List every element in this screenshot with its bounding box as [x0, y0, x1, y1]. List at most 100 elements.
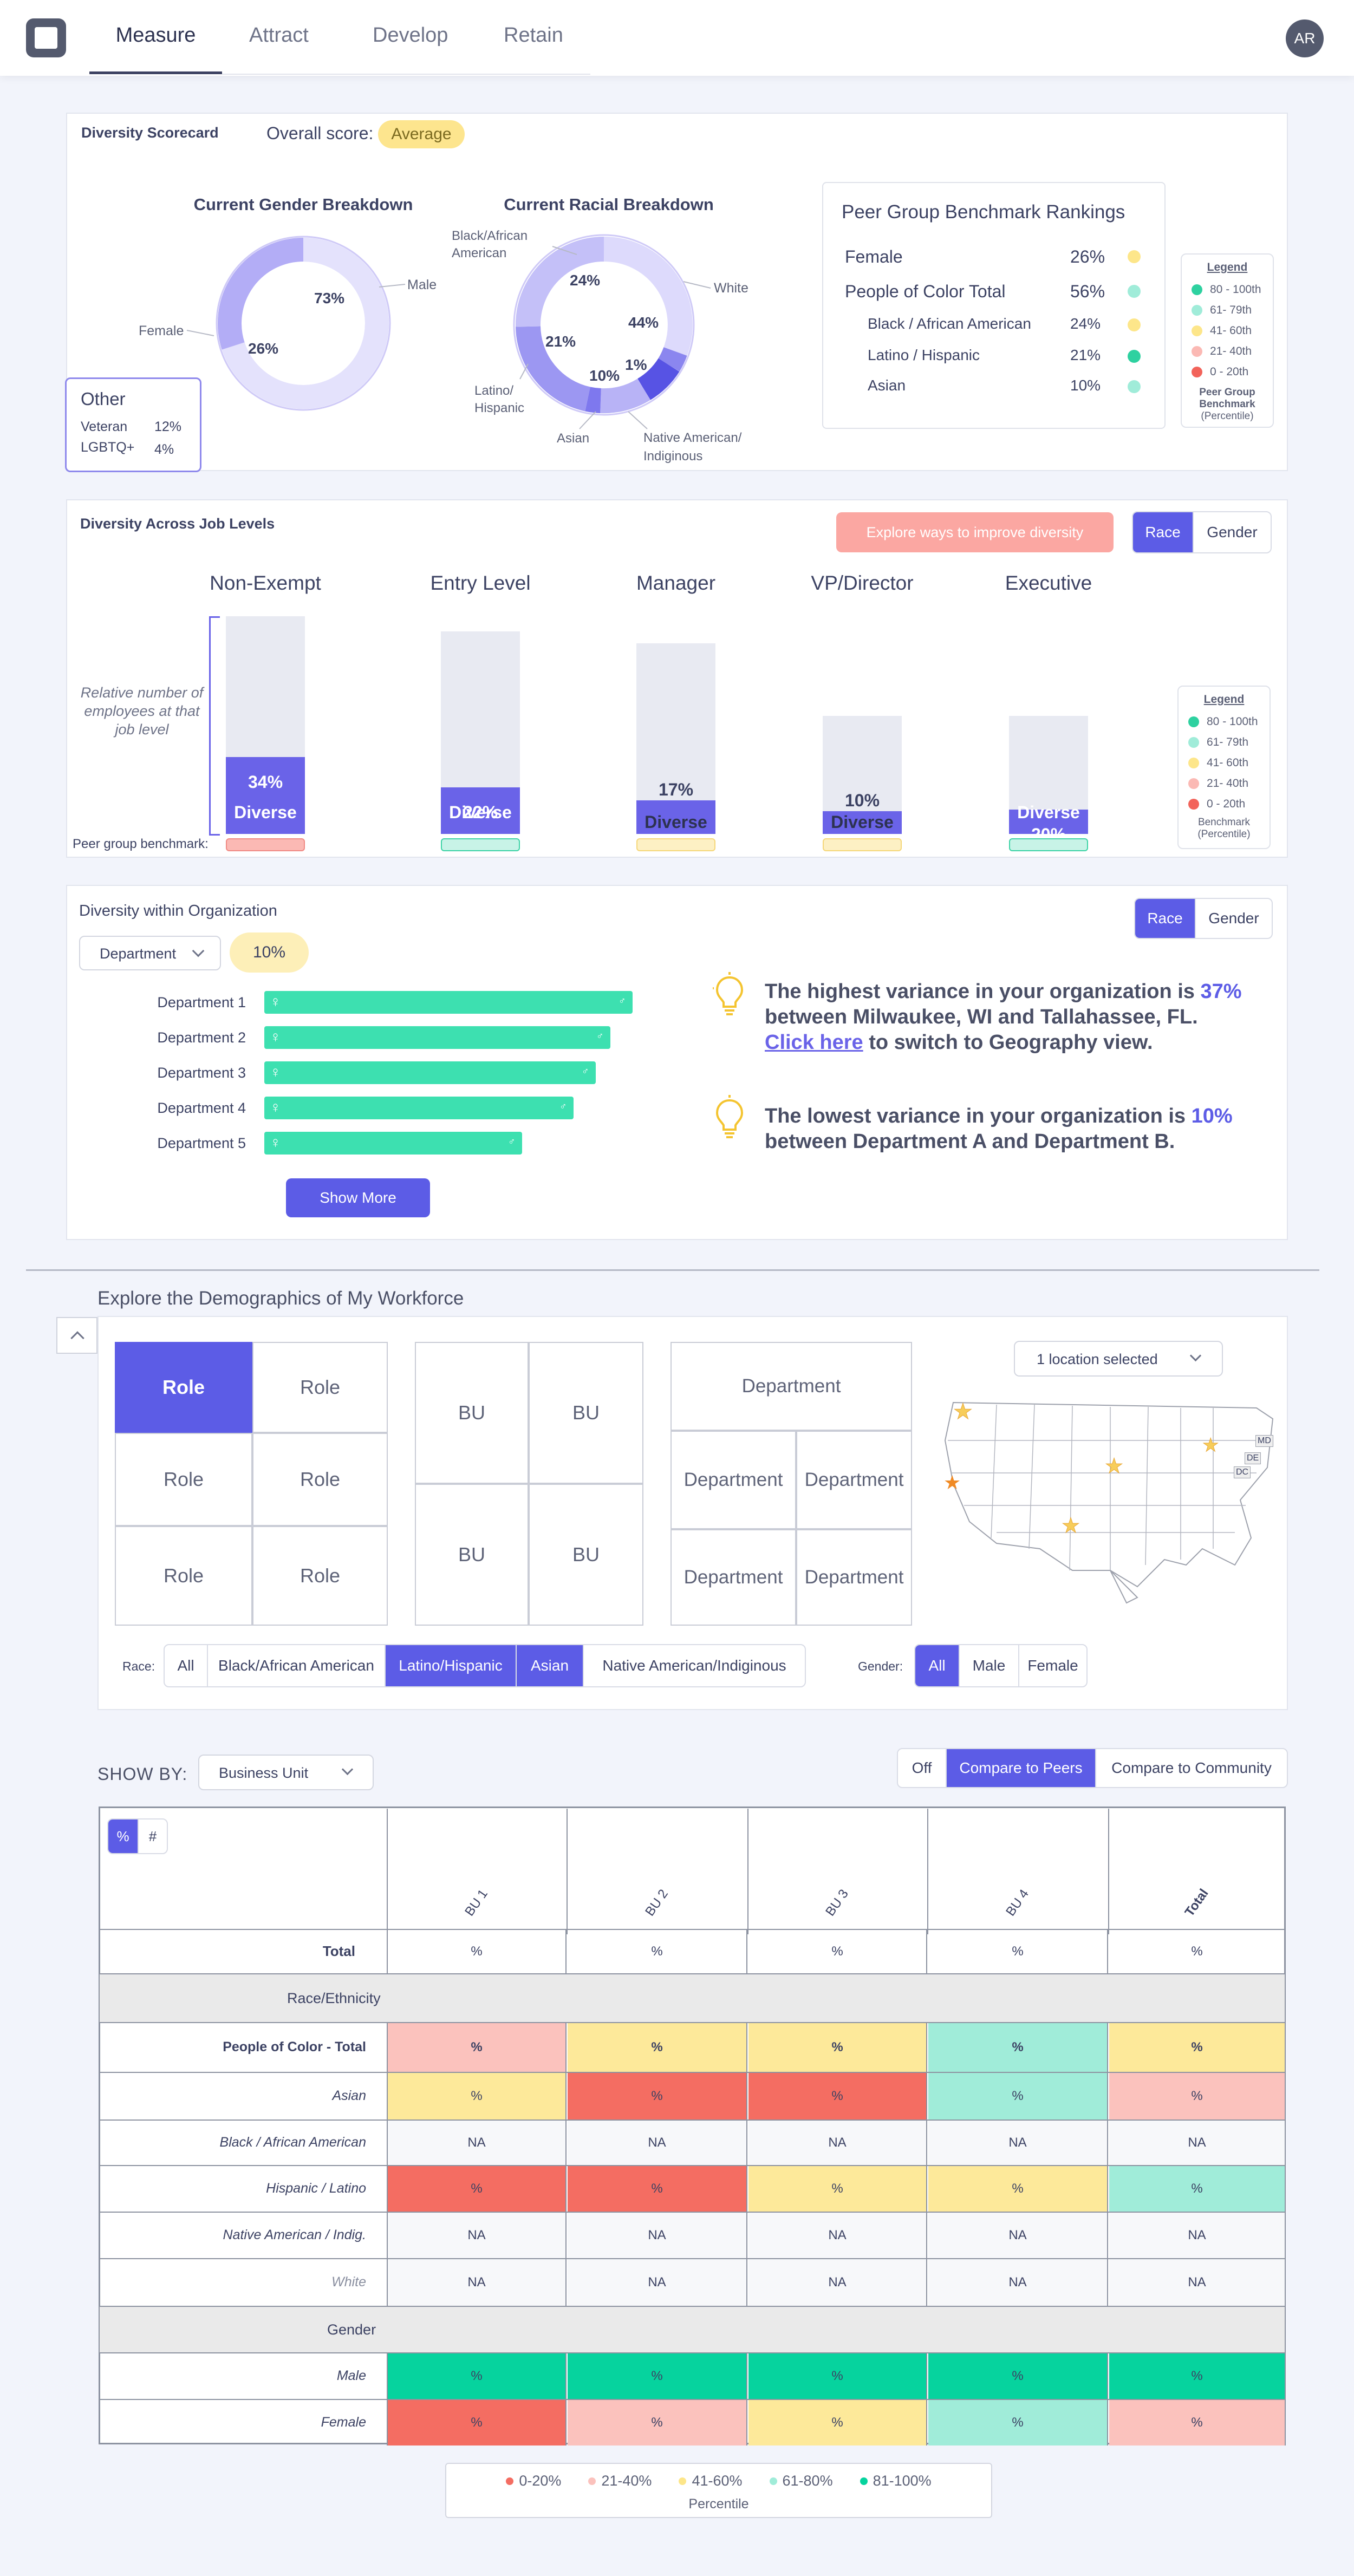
- table-cell[interactable]: NA: [388, 2121, 567, 2165]
- geography-view-link[interactable]: Click here: [765, 1031, 863, 1054]
- department-tile[interactable]: Department: [671, 1342, 912, 1431]
- table-cell[interactable]: %: [568, 2400, 747, 2445]
- table-cell[interactable]: %: [568, 2166, 747, 2212]
- gender-filter-button[interactable]: Male: [960, 1645, 1019, 1686]
- race-filter-button[interactable]: Asian: [517, 1645, 584, 1686]
- table-cell[interactable]: %: [928, 1930, 1108, 1973]
- role-tile[interactable]: Role: [252, 1526, 388, 1626]
- job-level-name: Manager: [636, 572, 716, 594]
- gender-filter-button[interactable]: All: [915, 1645, 960, 1686]
- table-cell[interactable]: %: [388, 2023, 567, 2072]
- role-tile[interactable]: Role: [252, 1342, 388, 1433]
- department-tile[interactable]: Department: [796, 1431, 912, 1529]
- explore-diversity-button[interactable]: Explore ways to improve diversity: [836, 512, 1114, 552]
- race-toggle-button[interactable]: Race: [1135, 899, 1196, 938]
- table-cell[interactable]: %: [388, 2400, 567, 2445]
- table-cell[interactable]: %: [1109, 2166, 1286, 2212]
- tab-attract[interactable]: Attract: [249, 24, 309, 47]
- table-cell[interactable]: %: [1109, 1930, 1286, 1973]
- table-cell[interactable]: NA: [928, 2121, 1108, 2165]
- race-filter-button[interactable]: All: [165, 1645, 208, 1686]
- table-cell[interactable]: %: [928, 2400, 1108, 2445]
- bu-tile[interactable]: BU: [529, 1484, 643, 1626]
- table-cell[interactable]: %: [748, 2400, 927, 2445]
- table-cell[interactable]: NA: [928, 2213, 1108, 2258]
- role-tile[interactable]: Role: [115, 1526, 252, 1626]
- us-map[interactable]: ★ ★ ★ ★ ★: [932, 1386, 1278, 1614]
- race-filter-button[interactable]: Native American/Indiginous: [602, 1657, 786, 1674]
- role-tile[interactable]: Role: [115, 1433, 252, 1526]
- department-bar[interactable]: ♀ ♂: [264, 1061, 596, 1084]
- tab-measure[interactable]: Measure: [115, 24, 196, 47]
- department-dropdown[interactable]: Department: [79, 936, 221, 970]
- table-cell[interactable]: NA: [568, 2259, 747, 2306]
- peer-row-label: Black / African American: [868, 315, 1031, 332]
- table-cell[interactable]: %: [928, 2166, 1108, 2212]
- table-cell[interactable]: NA: [928, 2259, 1108, 2306]
- department-tile[interactable]: Department: [796, 1529, 912, 1626]
- table-cell[interactable]: %: [928, 2023, 1108, 2072]
- table-cell[interactable]: %: [568, 2353, 747, 2399]
- avatar[interactable]: AR: [1286, 19, 1324, 57]
- table-cell[interactable]: %: [388, 2166, 567, 2212]
- department-bar[interactable]: ♀ ♂: [264, 991, 633, 1014]
- percent-toggle-button[interactable]: %: [108, 1819, 139, 1853]
- count-toggle-button[interactable]: #: [148, 1828, 157, 1844]
- race-toggle-button[interactable]: Race: [1133, 512, 1194, 552]
- compare-community-button[interactable]: Compare to Community: [1111, 1759, 1272, 1776]
- collapse-button[interactable]: [56, 1317, 97, 1354]
- bu-tile[interactable]: BU: [415, 1342, 529, 1484]
- table-cell[interactable]: NA: [1109, 2213, 1286, 2258]
- lowest-variance-insight: The lowest variance in your organization…: [765, 1105, 1233, 1153]
- gender-toggle-button[interactable]: Gender: [1207, 524, 1258, 540]
- table-cell[interactable]: NA: [388, 2213, 567, 2258]
- role-tile[interactable]: Role: [252, 1433, 388, 1526]
- department-bar[interactable]: ♀ ♂: [264, 1132, 522, 1155]
- tab-develop[interactable]: Develop: [373, 24, 448, 47]
- department-tile[interactable]: Department: [671, 1529, 796, 1626]
- location-dropdown[interactable]: 1 location selected: [1014, 1341, 1223, 1377]
- table-cell[interactable]: NA: [1109, 2121, 1286, 2165]
- table-cell[interactable]: %: [1109, 2023, 1286, 2072]
- table-cell[interactable]: %: [748, 2353, 927, 2399]
- table-cell[interactable]: %: [388, 1930, 567, 1973]
- department-bar[interactable]: ♀ ♂: [264, 1026, 610, 1049]
- table-cell[interactable]: %: [568, 2023, 747, 2072]
- bu-tile[interactable]: BU: [415, 1484, 529, 1626]
- table-cell[interactable]: %: [568, 2073, 747, 2120]
- table-cell[interactable]: NA: [1109, 2259, 1286, 2306]
- table-cell[interactable]: %: [388, 2353, 567, 2399]
- app-logo-icon[interactable]: [26, 18, 66, 57]
- role-tile[interactable]: Role: [115, 1342, 252, 1433]
- gender-toggle-button[interactable]: Gender: [1208, 910, 1259, 927]
- compare-peers-button[interactable]: Compare to Peers: [947, 1749, 1096, 1787]
- table-cell[interactable]: %: [748, 1930, 927, 1973]
- gender-filter-button[interactable]: Female: [1027, 1657, 1078, 1674]
- table-cell[interactable]: NA: [568, 2121, 747, 2165]
- legend-dot: [1188, 737, 1199, 748]
- tab-retain[interactable]: Retain: [504, 24, 563, 47]
- table-cell[interactable]: %: [1109, 2353, 1286, 2399]
- table-cell[interactable]: NA: [388, 2259, 567, 2306]
- department-tile[interactable]: Department: [671, 1431, 796, 1529]
- table-cell[interactable]: %: [928, 2353, 1108, 2399]
- table-cell[interactable]: NA: [748, 2121, 927, 2165]
- table-cell[interactable]: NA: [568, 2213, 747, 2258]
- race-filter-button[interactable]: Latino/Hispanic: [386, 1645, 517, 1686]
- table-cell[interactable]: NA: [748, 2213, 927, 2258]
- race-filter-button[interactable]: Black/African American: [208, 1645, 386, 1686]
- department-bar[interactable]: ♀ ♂: [264, 1097, 574, 1119]
- business-unit-dropdown[interactable]: Business Unit: [198, 1755, 374, 1790]
- compare-off-button[interactable]: Off: [898, 1749, 947, 1787]
- show-more-button[interactable]: Show More: [286, 1178, 430, 1217]
- table-cell[interactable]: %: [748, 2166, 927, 2212]
- bu-tile[interactable]: BU: [529, 1342, 643, 1484]
- table-cell[interactable]: %: [748, 2023, 927, 2072]
- table-cell[interactable]: %: [568, 1930, 747, 1973]
- table-cell[interactable]: %: [1109, 2400, 1286, 2445]
- table-cell[interactable]: %: [1109, 2073, 1286, 2120]
- table-cell[interactable]: %: [748, 2073, 927, 2120]
- table-cell[interactable]: %: [928, 2073, 1108, 2120]
- table-cell[interactable]: %: [388, 2073, 567, 2120]
- table-cell[interactable]: NA: [748, 2259, 927, 2306]
